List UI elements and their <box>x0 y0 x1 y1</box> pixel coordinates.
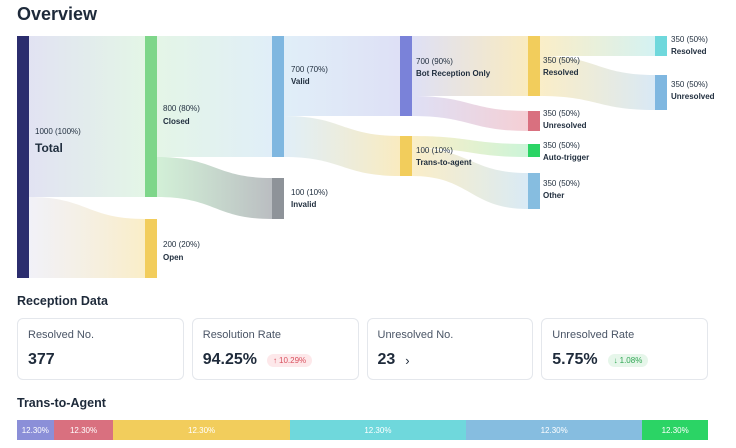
trend-up-badge: ↑ 10.29% <box>267 353 313 367</box>
node-bot-reception <box>400 36 412 116</box>
flow-bot-unresolved <box>412 96 528 131</box>
flow-closed-valid <box>157 36 272 157</box>
label-closed: Closed <box>163 117 190 126</box>
reception-stats: Resolved No. 377 Resolution Rate 94.25% … <box>17 318 708 380</box>
node-resolved-end <box>655 36 667 56</box>
stat-value: 94.25% <box>202 351 258 368</box>
node-total <box>17 36 29 278</box>
label-auto-value: 350 (50%) <box>543 141 580 150</box>
label-bot: Bot Reception Only <box>416 69 491 78</box>
node-invalid <box>272 178 284 219</box>
stat-label: Resolution Rate <box>202 329 282 341</box>
flow-total-closed <box>29 36 145 197</box>
label-other: Other <box>543 191 564 200</box>
stat-value: 23 <box>377 351 396 368</box>
stat-card-unresolved-no: Unresolved No. 23 › <box>366 318 534 380</box>
node-closed <box>145 36 157 197</box>
agent-segment[interactable]: 12.30% <box>466 420 643 440</box>
label-total: Total <box>35 141 63 155</box>
flow-closed-invalid <box>157 157 272 219</box>
label-other-value: 350 (50%) <box>543 179 580 188</box>
flow-trans-other <box>412 148 528 209</box>
trans-to-agent-bar: 12.30% 12.30% 12.30% 12.30% 12.30% 12.30… <box>17 420 708 440</box>
node-other <box>528 173 540 209</box>
label-open: Open <box>163 253 184 262</box>
arrow-up-icon: ↑ <box>273 355 278 365</box>
trend-down-badge: ↓ 1.08% <box>607 353 649 367</box>
node-valid <box>272 36 284 157</box>
badge-value: 10.29% <box>279 355 307 365</box>
stat-label: Unresolved No. <box>377 329 454 341</box>
label-unresolved-mid-value: 350 (50%) <box>543 109 580 118</box>
agent-segment[interactable]: 12.30% <box>17 420 54 440</box>
stat-label: Resolved No. <box>28 329 95 341</box>
reception-data-title: Reception Data <box>17 294 108 308</box>
flow-total-open <box>29 197 145 278</box>
node-resolved-mid <box>528 36 540 96</box>
label-resolved-end: Resolved <box>671 47 707 56</box>
agent-segment[interactable]: 12.30% <box>642 420 708 440</box>
node-trans-to-agent <box>400 136 412 176</box>
stat-card-resolution-rate: Resolution Rate 94.25% ↑ 10.29% <box>191 318 359 380</box>
label-total-value: 1000 (100%) <box>35 127 81 136</box>
node-unresolved-end <box>655 75 667 110</box>
flow-bot-resolved <box>412 36 528 96</box>
arrow-down-icon: ↓ <box>613 355 618 365</box>
flow-valid-trans <box>284 116 400 176</box>
label-resolved-end-value: 350 (50%) <box>671 35 708 44</box>
label-auto: Auto-trigger <box>543 153 589 162</box>
label-unresolved-mid: Unresolved <box>543 121 587 130</box>
flow-resolved-resolved <box>540 36 655 56</box>
label-invalid: Invalid <box>291 200 316 209</box>
stat-value: 377 <box>28 351 55 368</box>
label-resolved-mid: Resolved <box>543 68 579 77</box>
agent-segment[interactable]: 12.30% <box>53 420 114 440</box>
label-closed-value: 800 (80%) <box>163 104 200 113</box>
label-open-value: 200 (20%) <box>163 240 200 249</box>
stat-value: 5.75% <box>552 351 598 368</box>
label-resolved-mid-value: 350 (50%) <box>543 56 580 65</box>
label-bot-value: 700 (90%) <box>416 57 453 66</box>
stat-label: Unresolved Rate <box>552 329 635 341</box>
page-title: Overview <box>17 4 98 24</box>
node-unresolved-mid <box>528 111 540 131</box>
node-open <box>145 219 157 278</box>
label-valid: Valid <box>291 77 310 86</box>
label-trans: Trans-to-agent <box>416 158 472 167</box>
agent-segment[interactable]: 12.30% <box>113 420 290 440</box>
label-unresolved-end: Unresolved <box>671 92 715 101</box>
label-invalid-value: 100 (10%) <box>291 188 328 197</box>
label-unresolved-end-value: 350 (50%) <box>671 80 708 89</box>
node-auto-trigger <box>528 144 540 157</box>
agent-segment[interactable]: 12.30% <box>289 420 467 440</box>
badge-value: 1.08% <box>619 355 643 365</box>
trans-to-agent-title: Trans-to-Agent <box>17 396 106 410</box>
sankey-chart: 1000 (100%) Total 800 (80%) Closed 200 (… <box>17 35 715 278</box>
label-valid-value: 700 (70%) <box>291 65 328 74</box>
flow-trans-auto <box>412 136 528 157</box>
flow-resolved-unresolved <box>540 56 655 110</box>
stat-card-resolved-no: Resolved No. 377 <box>17 318 184 380</box>
chevron-right-icon[interactable]: › <box>405 352 410 368</box>
flow-valid-bot <box>284 36 400 116</box>
label-trans-value: 100 (10%) <box>416 146 453 155</box>
stat-card-unresolved-rate: Unresolved Rate 5.75% ↓ 1.08% <box>541 318 708 380</box>
